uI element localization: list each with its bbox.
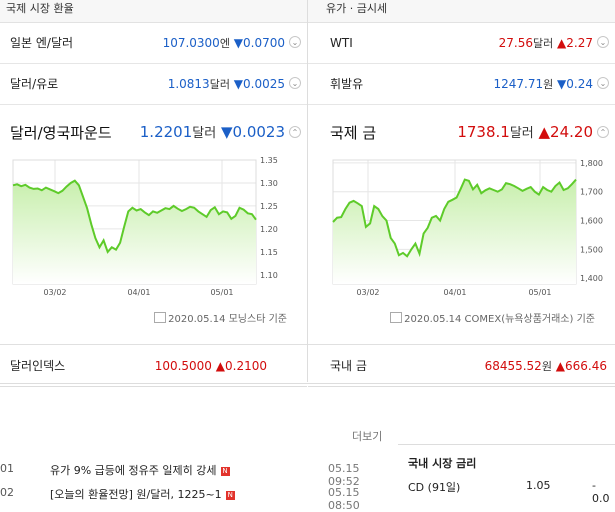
- x-tick-label: 04/01: [443, 288, 466, 297]
- news-item-number: 02: [0, 486, 14, 499]
- chevron-up-icon[interactable]: ⌃: [289, 126, 301, 138]
- fx-featured-value: 1.2201: [139, 123, 193, 141]
- commodity-row-wti-value: 27.56: [498, 36, 533, 50]
- fx-featured-gbp: 달러/영국파운드 1.2201달러 ▼0.0023 ⌃: [0, 104, 307, 345]
- commodity-featured-value: 1738.1: [457, 123, 510, 141]
- fx-source-text: 2020.05.14 모닝스타 기준: [168, 314, 287, 325]
- new-badge: N: [220, 467, 230, 476]
- news-item[interactable]: 01 유가 9% 급등에 정유주 일제히 강세 N 05.15 09:52: [0, 460, 390, 488]
- commodity-source-text: 2020.05.14 COMEX(뉴욕상품거래소) 기준: [404, 314, 595, 325]
- commodity-row-gasoline[interactable]: 휘발유 1247.71원 ▼0.24 ⌄: [308, 64, 615, 105]
- x-tick-label: 05/01: [210, 288, 233, 297]
- fx-featured-unit: 달러: [192, 126, 217, 141]
- news-item-title[interactable]: 유가 9% 급등에 정유주 일제히 강세: [50, 464, 217, 477]
- series-line: [12, 179, 257, 254]
- fx-row-jpy-change: ▼0.0700: [233, 36, 285, 50]
- commodity-row-domestic-gold-unit: 원: [541, 360, 552, 373]
- fx-source: 2020.05.14 모닝스타 기준: [154, 310, 287, 325]
- commodity-section-title: 유가 · 금시세: [308, 0, 615, 23]
- y-tick-label: 1.30: [260, 179, 278, 188]
- commodity-row-gasoline-value: 1247.71: [493, 77, 544, 91]
- fx-row-dxy[interactable]: 달러인덱스 100.5000 ▲0.2100: [0, 346, 307, 387]
- fx-featured-name: 달러/영국파운드: [10, 124, 112, 142]
- news-item[interactable]: 02 [오늘의 환율전망] 원/달러, 1225~1 N 05.15 08:50: [0, 484, 390, 512]
- fx-row-eur-name: 달러/유로: [10, 77, 59, 91]
- x-tick-label: 05/01: [528, 288, 551, 297]
- series-area: [13, 180, 256, 284]
- fx-section-title: 국제 시장 환율: [0, 0, 307, 23]
- commodity-row-domestic-gold-value: 68455.52: [484, 359, 542, 373]
- chevron-up-icon[interactable]: ⌃: [597, 126, 609, 138]
- commodity-row-wti-name: WTI: [330, 36, 353, 50]
- x-tick-label: 03/02: [356, 288, 379, 297]
- fx-row-jpy-name: 일본 엔/달러: [10, 36, 74, 50]
- commodity-row-wti-change: ▲2.27: [557, 36, 593, 50]
- y-tick-label: 1,400: [580, 274, 603, 283]
- series-line: [332, 178, 577, 258]
- x-tick-label: 03/02: [43, 288, 66, 297]
- commodity-row-wti-unit: 달러: [532, 37, 554, 50]
- y-tick-label: 1,600: [580, 217, 603, 226]
- fx-row-eur-unit: 달러: [209, 78, 230, 91]
- y-tick-label: 1,700: [580, 188, 603, 197]
- news-item-time: 05.15 08:50: [328, 486, 360, 512]
- fx-panel: 국제 시장 환율 일본 엔/달러 107.0300엔 ▼0.0700 ⌄ 달러/…: [0, 0, 307, 387]
- commodity-row-domestic-gold-change: ▲666.46: [555, 359, 607, 373]
- document-icon: [154, 312, 167, 323]
- news-item-number: 01: [0, 462, 14, 475]
- y-tick-label: 1.25: [260, 202, 278, 211]
- fx-row-eur[interactable]: 달러/유로 1.0813달러 ▼0.0025 ⌄: [0, 64, 307, 105]
- gbp-chart: 1.35 1.30 1.25 1.20 1.15 1.10 03/02 04/01 05/01: [12, 156, 278, 297]
- chevron-down-icon[interactable]: ⌄: [597, 77, 609, 89]
- commodity-panel: 유가 · 금시세 WTI 27.56달러 ▲2.27 ⌄ 휘발유 1247.71…: [308, 0, 615, 387]
- commodity-row-wti[interactable]: WTI 27.56달러 ▲2.27 ⌄: [308, 23, 615, 64]
- news-list: 01 유가 9% 급등에 정유주 일제히 강세 N 05.15 09:52 02 …: [0, 460, 390, 512]
- commodity-featured-unit: 달러: [509, 126, 534, 141]
- fx-row-dxy-name: 달러인덱스: [10, 359, 66, 373]
- fx-row-eur-value: 1.0813: [167, 77, 210, 91]
- news-item-title[interactable]: [오늘의 환율전망] 원/달러, 1225~1: [50, 488, 222, 501]
- chevron-down-icon[interactable]: ⌄: [289, 77, 301, 89]
- fx-featured-change: ▼0.0023: [220, 123, 285, 141]
- commodity-source: 2020.05.14 COMEX(뉴욕상품거래소) 기준: [390, 310, 595, 325]
- rate-row-value: 1.05: [526, 479, 551, 492]
- commodity-featured-gold: 국제 금 1738.1달러 ▲24.20 ⌃: [308, 104, 615, 345]
- series-area: [333, 179, 576, 284]
- commodity-row-domestic-gold-name: 국내 금: [330, 359, 367, 373]
- commodity-featured-change: ▲24.20: [538, 123, 593, 141]
- new-badge: N: [225, 491, 235, 500]
- y-tick-label: 1.20: [260, 225, 278, 234]
- chevron-down-icon[interactable]: ⌄: [597, 36, 609, 48]
- x-tick-label: 04/01: [127, 288, 150, 297]
- fx-row-jpy[interactable]: 일본 엔/달러 107.0300엔 ▼0.0700 ⌄: [0, 23, 307, 64]
- news-item-time: 05.15 09:52: [328, 462, 360, 488]
- fx-row-jpy-value: 107.0300: [162, 36, 220, 50]
- news-more-link[interactable]: 더보기: [352, 430, 383, 443]
- y-tick-label: 1.15: [260, 248, 278, 257]
- commodity-row-gasoline-unit: 원: [543, 78, 554, 91]
- fx-row-dxy-value: 100.5000: [154, 359, 212, 373]
- commodity-row-gasoline-name: 휘발유: [330, 77, 364, 91]
- section-divider: [0, 383, 615, 384]
- document-icon: [390, 312, 403, 323]
- domestic-rates-title: 국내 시장 금리: [408, 457, 477, 470]
- rate-row-change: - 0.0: [592, 479, 610, 505]
- commodity-featured-name: 국제 금: [330, 124, 377, 142]
- gold-chart: 1,800 1,700 1,600 1,500 1,400 03/02 04/01 05/01: [332, 159, 603, 297]
- y-tick-label: 1,500: [580, 245, 603, 254]
- y-tick-label: 1.35: [260, 156, 278, 165]
- rate-row-name[interactable]: CD (91일): [408, 481, 461, 494]
- fx-row-eur-change: ▼0.0025: [233, 77, 285, 91]
- fx-row-jpy-unit: 엔: [219, 37, 230, 50]
- commodity-row-domestic-gold[interactable]: 국내 금 68455.52원 ▲666.46: [308, 346, 615, 387]
- y-tick-label: 1.10: [260, 271, 278, 280]
- fx-row-dxy-change: ▲0.2100: [215, 359, 267, 373]
- commodity-row-gasoline-change: ▼0.24: [557, 77, 593, 91]
- chevron-down-icon[interactable]: ⌄: [289, 36, 301, 48]
- column-divider: [307, 0, 308, 382]
- domestic-rates-panel: 국내 시장 금리 CD (91일) 1.05 - 0.0: [398, 444, 615, 505]
- y-tick-label: 1,800: [580, 159, 603, 168]
